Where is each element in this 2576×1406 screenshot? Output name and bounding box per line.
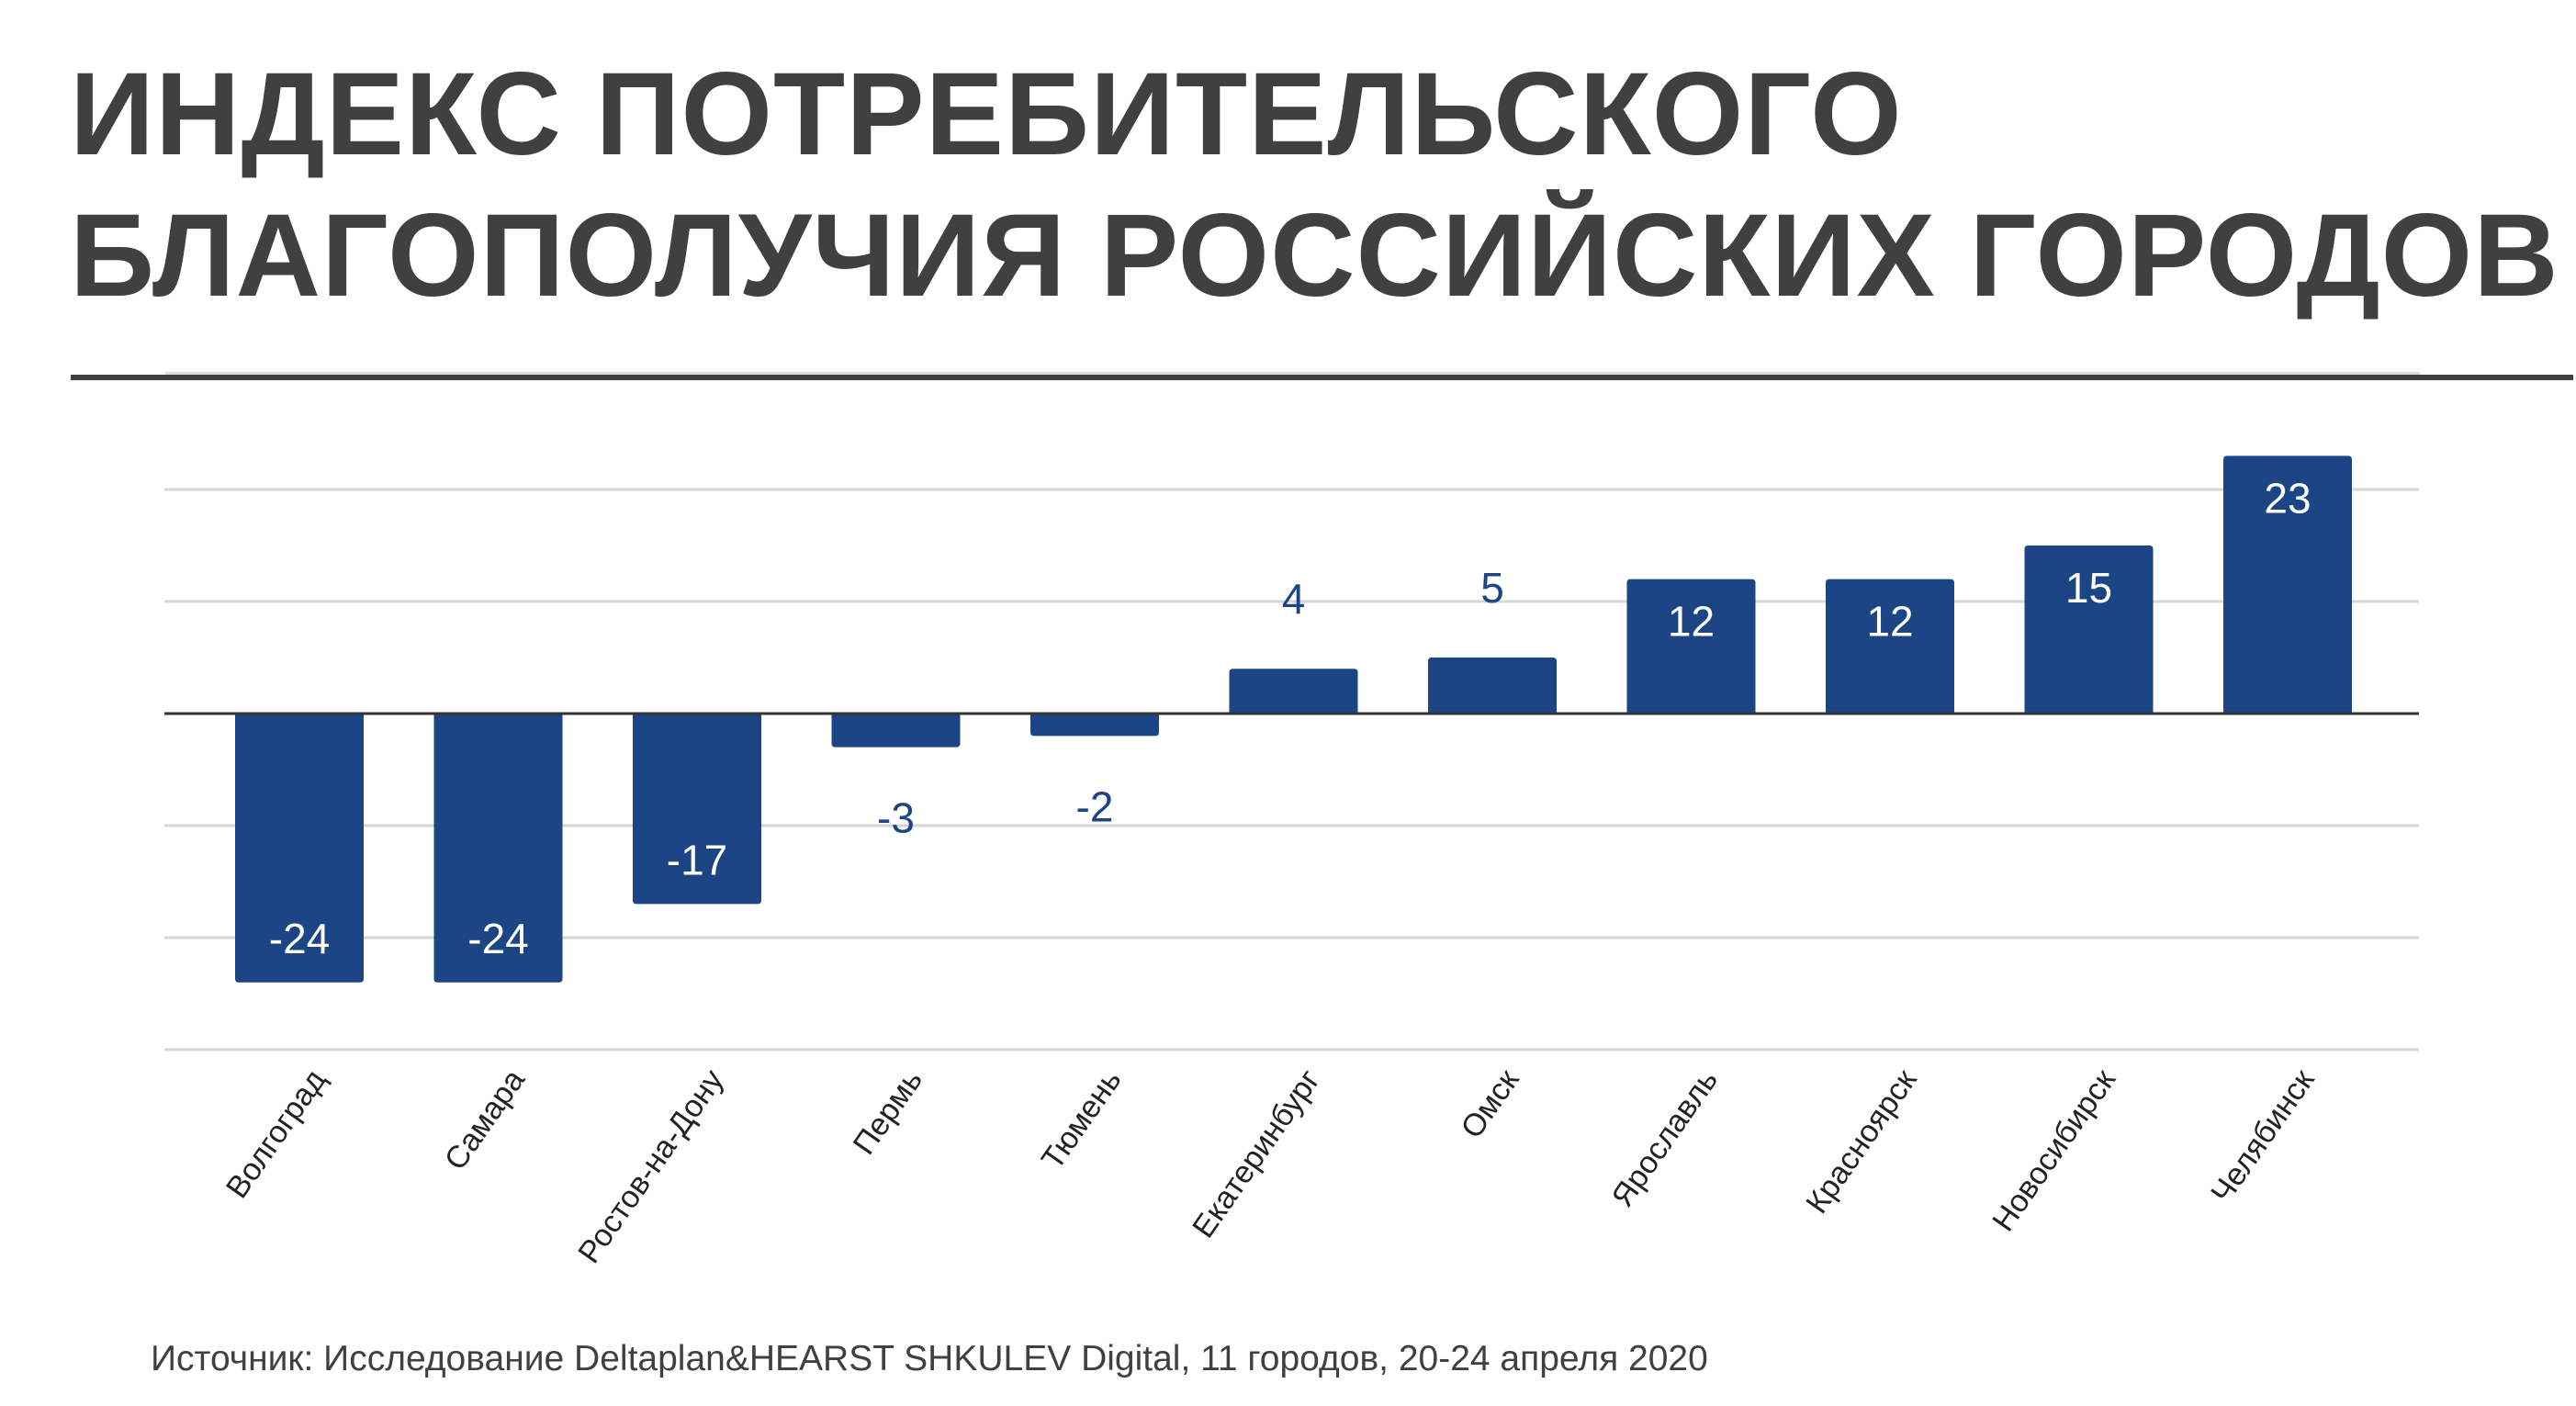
category-label: Челябинск (2204, 1063, 2322, 1209)
category-label: Самара (438, 1063, 532, 1176)
data-label: 4 (1282, 575, 1306, 623)
bar-1 (235, 714, 364, 983)
bars (235, 456, 2352, 983)
title-line-1: ИНДЕКС ПОТРЕБИТЕЛЬСКОГО (70, 49, 1903, 180)
data-label: -24 (269, 915, 330, 962)
data-label: 12 (1668, 598, 1715, 646)
bar-6 (1229, 669, 1358, 714)
category-label: Волгоград (219, 1063, 333, 1205)
category-label: Пермь (847, 1063, 929, 1161)
bar-10 (2024, 546, 2154, 714)
category-label: Тюмень (1035, 1063, 1129, 1176)
title-divider (71, 375, 2573, 380)
bar-9 (1826, 579, 1954, 714)
data-label: 23 (2264, 474, 2311, 522)
bar-8 (1626, 579, 1756, 714)
bar-11 (2223, 456, 2352, 714)
data-label: -17 (667, 836, 727, 883)
data-label: -3 (877, 794, 915, 842)
data-label: 5 (1480, 564, 1504, 612)
page-title: ИНДЕКС ПОТРЕБИТЕЛЬСКОГО БЛАГОПОЛУЧИЯ РОС… (70, 44, 2559, 327)
data-label: 12 (1866, 598, 1913, 646)
bar-4 (831, 714, 961, 748)
category-label: Омск (1455, 1063, 1527, 1145)
data-label: -2 (1076, 782, 1114, 830)
category-label: Ярославль (1605, 1063, 1725, 1213)
title-line-2: БЛАГОПОЛУЧИЯ РОССИЙСКИХ ГОРОДОВ (70, 190, 2559, 321)
divider-shadow (165, 372, 2420, 375)
category-labels: Волгоград Самара Ростов-на-Дону Пермь Тюмень… (219, 1063, 2322, 1270)
category-label: Красноярск (1799, 1063, 1924, 1220)
category-label: Новосибирск (1985, 1063, 2123, 1238)
bar-5 (1030, 714, 1159, 737)
data-label: -24 (467, 915, 528, 962)
category-label: Ростов-на-Дону (571, 1063, 730, 1270)
data-label: 15 (2065, 564, 2112, 612)
bar-2 (433, 714, 563, 983)
bar-3 (633, 714, 761, 905)
source-note: Источник: Исследование Deltaplan&HEARST … (151, 1339, 1708, 1378)
bar-7 (1428, 658, 1557, 714)
category-label: Екатеринбург (1186, 1063, 1327, 1244)
